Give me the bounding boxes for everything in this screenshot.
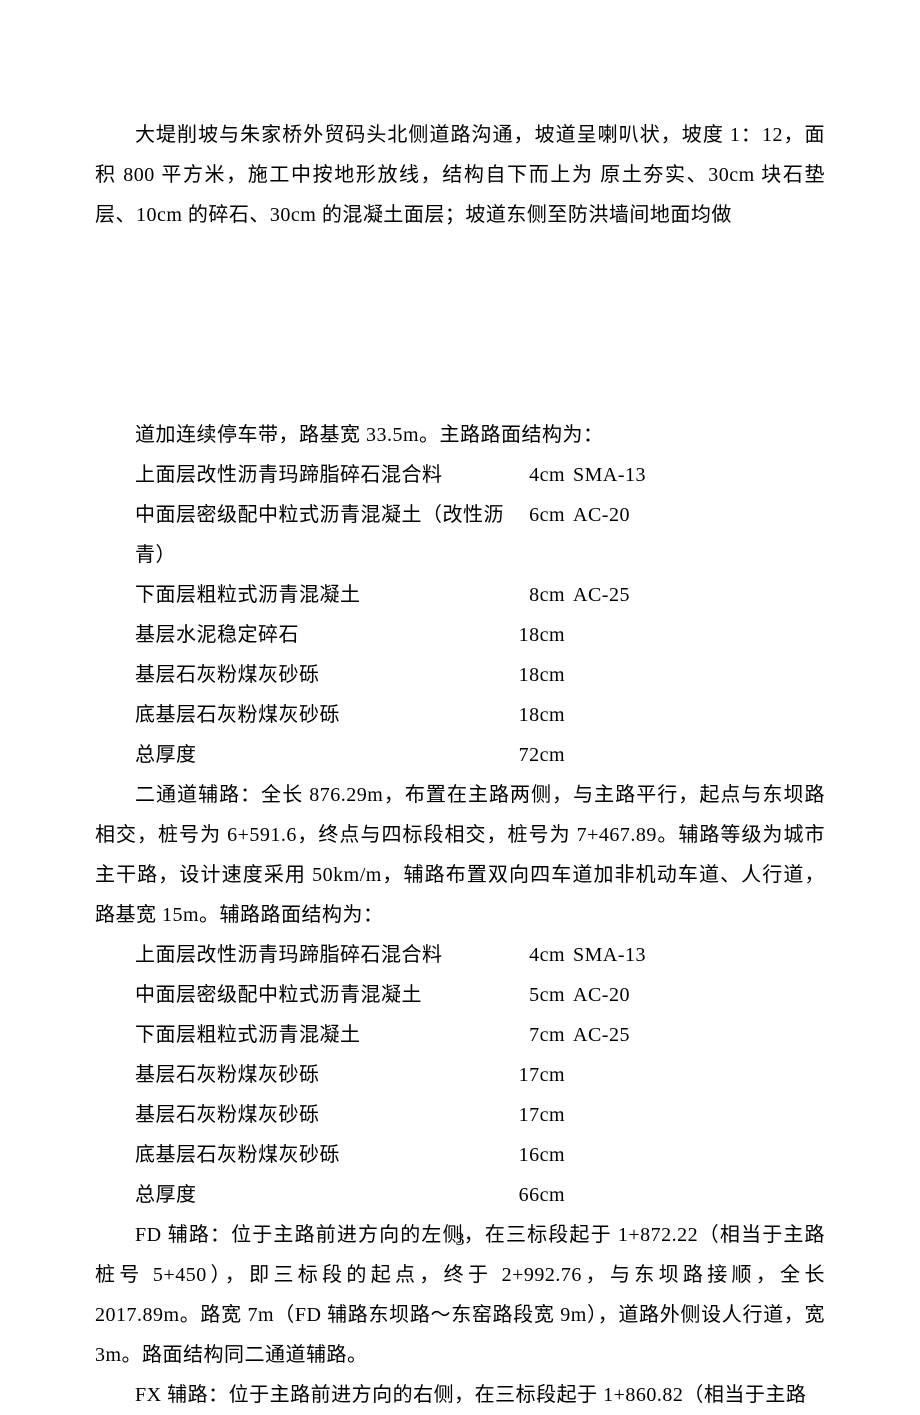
layer-label: 底基层石灰粉煤灰砂砾 bbox=[135, 1135, 505, 1175]
table-row: 下面层粗粒式沥青混凝土 8cm AC-25 bbox=[95, 575, 825, 615]
layer-label: 基层水泥稳定碎石 bbox=[135, 615, 505, 655]
layer-spec bbox=[565, 735, 573, 775]
layer-value: 18cm bbox=[505, 655, 565, 695]
layer-value: 16cm bbox=[505, 1135, 565, 1175]
layer-spec bbox=[565, 1055, 573, 1095]
table-row: 下面层粗粒式沥青混凝土 7cm AC-25 bbox=[95, 1015, 825, 1055]
table-row: 基层石灰粉煤灰砂砾 17cm bbox=[95, 1055, 825, 1095]
layer-label: 基层石灰粉煤灰砂砾 bbox=[135, 1095, 505, 1135]
layer-spec: AC-25 bbox=[565, 575, 630, 615]
layer-spec bbox=[565, 1175, 573, 1215]
structure-table-2: 上面层改性沥青玛蹄脂碎石混合料 4cm SMA-13 中面层密级配中粒式沥青混凝… bbox=[95, 935, 825, 1215]
layer-value: 4cm bbox=[505, 935, 565, 975]
layer-value: 4cm bbox=[505, 455, 565, 495]
layer-spec bbox=[565, 695, 573, 735]
layer-spec: AC-25 bbox=[565, 1015, 630, 1055]
layer-label: 上面层改性沥青玛蹄脂碎石混合料 bbox=[135, 455, 505, 495]
layer-label: 下面层粗粒式沥青混凝土 bbox=[135, 1015, 505, 1055]
table-row: 总厚度 72cm bbox=[95, 735, 825, 775]
table-row: 底基层石灰粉煤灰砂砾 16cm bbox=[95, 1135, 825, 1175]
layer-value: 5cm bbox=[505, 975, 565, 1015]
table-row: 中面层密级配中粒式沥青混凝土（改性沥青） 6cm AC-20 bbox=[95, 495, 825, 575]
paragraph-4: FX 辅路：位于主路前进方向的右侧，在三标段起于 1+860.82（相当于主路 bbox=[95, 1375, 825, 1415]
layer-label: 基层石灰粉煤灰砂砾 bbox=[135, 655, 505, 695]
layer-value: 8cm bbox=[505, 575, 565, 615]
structure-table-1: 上面层改性沥青玛蹄脂碎石混合料 4cm SMA-13 中面层密级配中粒式沥青混凝… bbox=[95, 455, 825, 775]
layer-label: 底基层石灰粉煤灰砂砾 bbox=[135, 695, 505, 735]
layer-value: 72cm bbox=[505, 735, 565, 775]
layer-label: 中面层密级配中粒式沥青混凝土（改性沥青） bbox=[135, 495, 505, 575]
layer-spec: AC-20 bbox=[565, 975, 630, 1015]
layer-value: 18cm bbox=[505, 695, 565, 735]
layer-spec bbox=[565, 1095, 573, 1135]
layer-label: 基层石灰粉煤灰砂砾 bbox=[135, 1055, 505, 1095]
paragraph-intro: 大堤削坡与朱家桥外贸码头北侧道路沟通，坡道呈喇叭状，坡度 1：12，面积 800… bbox=[95, 115, 825, 235]
layer-spec bbox=[565, 615, 573, 655]
table-row: 上面层改性沥青玛蹄脂碎石混合料 4cm SMA-13 bbox=[95, 935, 825, 975]
layer-value: 6cm bbox=[505, 495, 565, 575]
layer-value: 17cm bbox=[505, 1095, 565, 1135]
layer-label: 中面层密级配中粒式沥青混凝土 bbox=[135, 975, 505, 1015]
table-row: 底基层石灰粉煤灰砂砾 18cm bbox=[95, 695, 825, 735]
layer-value: 7cm bbox=[505, 1015, 565, 1055]
table-row: 基层水泥稳定碎石 18cm bbox=[95, 615, 825, 655]
layer-label: 总厚度 bbox=[135, 735, 505, 775]
layer-value: 17cm bbox=[505, 1055, 565, 1095]
layer-label: 总厚度 bbox=[135, 1175, 505, 1215]
layer-label: 下面层粗粒式沥青混凝土 bbox=[135, 575, 505, 615]
layer-spec bbox=[565, 1135, 573, 1175]
layer-spec: SMA-13 bbox=[565, 455, 646, 495]
layer-value: 18cm bbox=[505, 615, 565, 655]
layer-spec: SMA-13 bbox=[565, 935, 646, 975]
layer-spec: AC-20 bbox=[565, 495, 630, 575]
table-row: 上面层改性沥青玛蹄脂碎石混合料 4cm SMA-13 bbox=[95, 455, 825, 495]
page-number: 3 bbox=[0, 1221, 920, 1257]
paragraph-2: 二通道辅路：全长 876.29m，布置在主路两侧，与主路平行，起点与东坝路相交，… bbox=[95, 775, 825, 935]
table-row: 基层石灰粉煤灰砂砾 17cm bbox=[95, 1095, 825, 1135]
layer-value: 66cm bbox=[505, 1175, 565, 1215]
layer-label: 上面层改性沥青玛蹄脂碎石混合料 bbox=[135, 935, 505, 975]
table-row: 基层石灰粉煤灰砂砾 18cm bbox=[95, 655, 825, 695]
table-row: 中面层密级配中粒式沥青混凝土 5cm AC-20 bbox=[95, 975, 825, 1015]
layer-spec bbox=[565, 655, 573, 695]
lead-text-1: 道加连续停车带，路基宽 33.5m。主路路面结构为： bbox=[95, 415, 825, 455]
table-row: 总厚度 66cm bbox=[95, 1175, 825, 1215]
